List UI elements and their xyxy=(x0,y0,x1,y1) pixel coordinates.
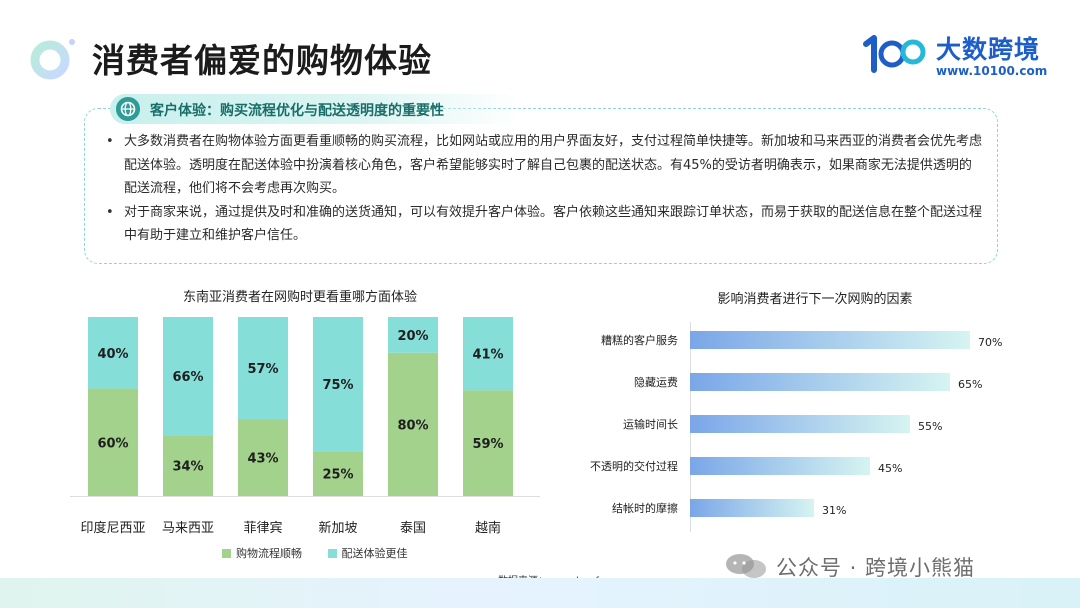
y-tick-label: 隐藏运费 xyxy=(634,376,678,389)
x-tick-label: 泰国 xyxy=(400,521,426,536)
x-tick-label: 越南 xyxy=(475,520,501,536)
y-tick-label: 不透明的交付过程 xyxy=(590,459,678,473)
bar-segment-process xyxy=(463,390,513,496)
data-label: 40% xyxy=(97,347,128,362)
bar-segment-process xyxy=(388,352,438,496)
bar-segment-delivery xyxy=(313,317,363,452)
list-item: • 大多数消费者在购物体验方面更看重顺畅的购买流程，比如网站或应用的用户界面友好… xyxy=(102,130,982,201)
bullet-list: • 大多数消费者在购物体验方面更看重顺畅的购买流程，比如网站或应用的用户界面友好… xyxy=(102,130,982,248)
bar-segment-delivery xyxy=(163,317,213,436)
hbar xyxy=(690,331,970,349)
bar-segment-delivery xyxy=(463,317,513,391)
legend-swatch-green xyxy=(222,548,231,558)
y-tick-label: 运输时间长 xyxy=(623,417,678,431)
info-heading: 客户体验：购买流程优化与配送透明度的重要性 xyxy=(150,103,444,119)
logo-name: 大数跨境 xyxy=(936,35,1041,64)
data-label: 45% xyxy=(878,462,902,475)
horizontal-bar-chart: 糟糕的客户服务 70% 隐藏运费 65% 运输时间长 55% 不透明的交付过程 45% 结帐时的… xyxy=(590,322,1002,532)
globe-icon xyxy=(116,97,140,121)
bullet-text: 对于商家来说，通过提供及时和准确的送货通知，可以有效提升客户体验。客户依赖这些通… xyxy=(124,204,983,244)
x-tick-label: 菲律宾 xyxy=(243,520,282,536)
legend-item: 配送体验更佳 xyxy=(327,545,408,561)
bar-segment-process xyxy=(313,451,363,496)
data-label: 59% xyxy=(472,437,503,452)
data-label: 60% xyxy=(97,436,128,451)
data-label: 55% xyxy=(918,420,942,433)
logo-url: www.10100.com xyxy=(936,64,1048,78)
hbar xyxy=(690,499,814,517)
brand-logo: 大数跨境 www.10100.com xyxy=(860,28,1060,84)
x-tick-label: 印度尼西亚 xyxy=(80,520,145,536)
logo-mark-icon xyxy=(863,35,926,73)
info-heading-pill: 客户体验：购买流程优化与配送透明度的重要性 xyxy=(110,94,522,124)
data-label: 41% xyxy=(472,348,503,363)
hbar xyxy=(690,457,870,475)
x-tick-label: 马来西亚 xyxy=(162,521,214,536)
data-label: 25% xyxy=(322,468,353,483)
data-label: 75% xyxy=(322,378,353,393)
data-label: 20% xyxy=(397,329,428,344)
watermark-text: 公众号 · 跨境小熊猫 xyxy=(776,556,976,580)
bar-segment-process xyxy=(163,435,213,496)
decorative-rings xyxy=(30,39,75,80)
data-label: 34% xyxy=(172,460,203,475)
legend-item: 购物流程顺畅 xyxy=(222,545,302,561)
data-label: 65% xyxy=(958,378,982,391)
data-label: 80% xyxy=(397,418,428,433)
hbar xyxy=(690,415,910,433)
chat-bubbles-icon xyxy=(726,554,766,578)
data-label: 70% xyxy=(978,336,1002,349)
bullet-dot: • xyxy=(106,204,114,220)
bar-segment-delivery xyxy=(88,317,138,389)
page-title: 消费者偏爱的购物体验 xyxy=(92,41,432,80)
bullet-dot: • xyxy=(106,134,114,149)
legend-label: 配送体验更佳 xyxy=(341,547,408,560)
bar-segment-delivery xyxy=(238,317,288,420)
data-label: 31% xyxy=(822,504,846,517)
chart-legend: 购物流程顺畅 配送体验更佳 xyxy=(222,545,430,561)
bar-segment-process xyxy=(238,419,288,496)
list-item: • 对于商家来说，通过提供及时和准确的送货通知，可以有效提升客户体验。客户依赖这… xyxy=(102,201,982,248)
x-tick-label: 新加坡 xyxy=(318,520,357,536)
stacked-bar-chart: 40% 60% 印度尼西亚 66% 34% 马来西亚 57% 43% 菲律宾 75% 25% 新加坡 2… xyxy=(70,317,540,536)
hbar xyxy=(690,373,950,391)
legend-label: 购物流程顺畅 xyxy=(236,547,302,560)
y-tick-label: 结帐时的摩擦 xyxy=(612,501,678,515)
legend-swatch-teal xyxy=(327,548,337,558)
info-box xyxy=(84,108,998,264)
y-tick-label: 糟糕的客户服务 xyxy=(601,333,678,347)
data-label: 43% xyxy=(247,452,278,467)
horizontal-chart-title: 影响消费者进行下一次网购的因素 xyxy=(717,292,913,307)
stacked-chart-title: 东南亚消费者在网购时更看重哪方面体验 xyxy=(182,290,417,305)
bar-segment-process xyxy=(88,388,138,496)
data-label: 66% xyxy=(172,370,203,385)
data-label: 57% xyxy=(247,362,278,377)
bullet-text: 大多数消费者在购物体验方面更看重顺畅的购买流程，比如网站或应用的用户界面友好，支… xyxy=(124,134,983,196)
bar-segment-delivery xyxy=(388,317,438,353)
bottom-gradient-strip xyxy=(0,578,1080,608)
